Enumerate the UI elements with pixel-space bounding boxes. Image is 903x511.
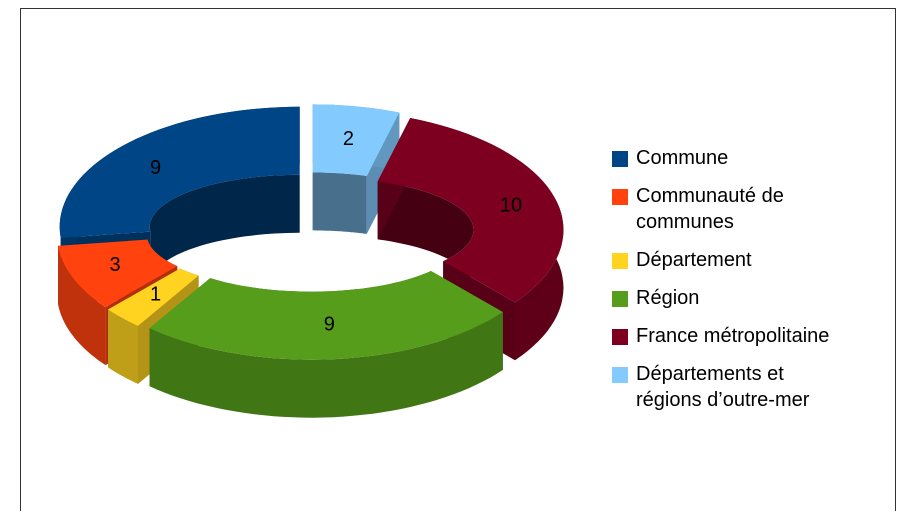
legend-entry: Communauté de communes xyxy=(612,183,837,235)
slice-outer-wall xyxy=(149,312,503,418)
legend-entry: Département xyxy=(612,247,837,273)
legend-swatch xyxy=(612,189,628,205)
legend-swatch xyxy=(612,291,628,307)
legend-label: France métropolitaine xyxy=(636,325,830,347)
legend-swatch xyxy=(612,329,628,345)
slice-inner-wall xyxy=(312,172,367,234)
slice-outer-wall xyxy=(108,309,138,384)
legend-entry: Départements et régions d’outre-mer xyxy=(612,361,837,413)
slice-top xyxy=(312,104,400,176)
legend-label: Région xyxy=(636,287,700,309)
slice-top xyxy=(58,239,178,308)
donut: 9 3 1 9 10 2 xyxy=(58,104,564,418)
legend-label: Communauté de communes xyxy=(636,185,784,233)
slice-inner-wall xyxy=(149,174,300,290)
slice-top xyxy=(149,271,503,360)
legend-entry: Commune xyxy=(612,145,837,171)
legend-entry: France métropolitaine xyxy=(612,323,837,349)
frame xyxy=(20,8,896,511)
legend-swatch xyxy=(612,253,628,269)
data-label: 10 xyxy=(500,195,522,217)
legend-label: Départements et régions d’outre-mer xyxy=(636,363,810,411)
data-label: 3 xyxy=(110,254,121,276)
legend-swatch xyxy=(612,367,628,383)
data-label: 9 xyxy=(324,314,335,336)
data-label: 9 xyxy=(150,157,161,179)
slice-top xyxy=(59,106,300,238)
data-label: 2 xyxy=(343,128,354,150)
legend-label: Département xyxy=(636,249,752,271)
legend: Commune Communauté de communes Département… xyxy=(612,145,837,425)
legend-swatch xyxy=(612,151,628,167)
slice-top xyxy=(108,268,199,326)
data-label: 1 xyxy=(150,283,161,305)
slice-outer-wall xyxy=(58,245,106,366)
slice-top xyxy=(377,118,564,303)
legend-label: Commune xyxy=(636,147,729,169)
legend-entry: Région xyxy=(612,285,837,311)
